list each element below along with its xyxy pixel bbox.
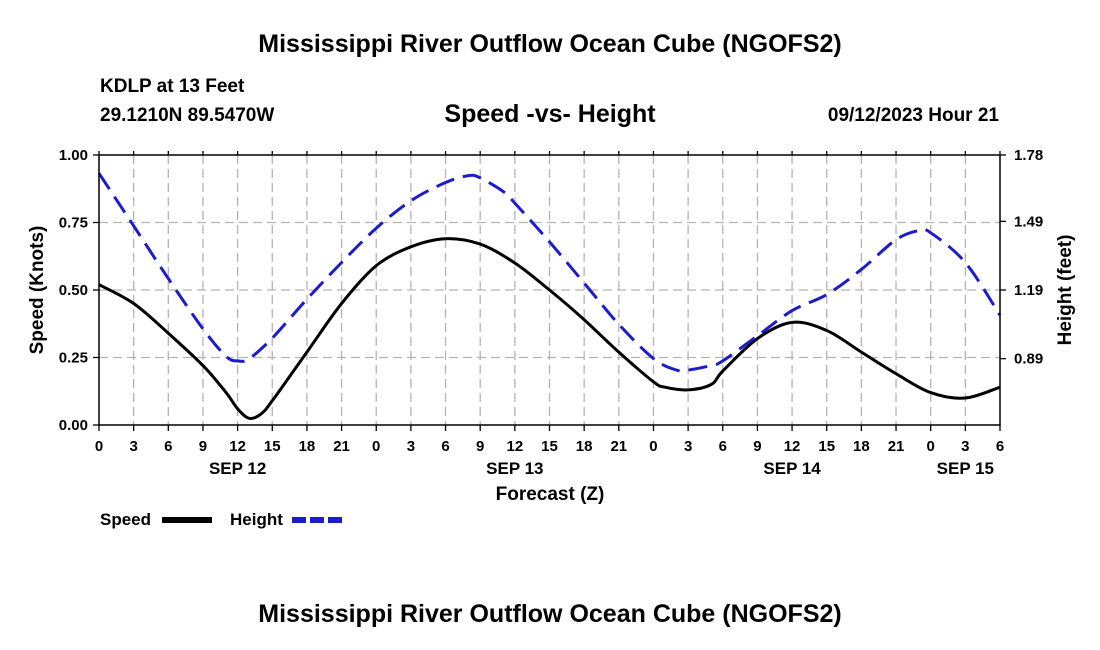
legend-label-speed: Speed [100,510,151,529]
x-tick-label: 12 [784,438,801,455]
x-tick-label: 9 [753,438,761,455]
x-tick-label: 15 [541,438,558,455]
x-tick-label: 0 [95,438,103,455]
y-tick-label: 0.50 [59,282,88,299]
x-tick-label: 12 [507,438,524,455]
x-tick-label: 15 [818,438,835,455]
grid-lines [99,155,1000,425]
x-tick-label: 3 [129,438,137,455]
x-date-label: SEP 12 [209,459,266,478]
y2-axis-title: Height (feet) [1055,235,1076,346]
x-tick-label: 21 [333,438,350,455]
y2-tick-label: 1.19 [1014,282,1043,299]
y-tick-label: 1.00 [59,147,88,164]
x-tick-label: 6 [164,438,172,455]
y-tick-label: 0.25 [59,350,88,367]
series-line-speed [98,237,1001,420]
station-coordinates: 29.1210N 89.5470W [100,105,275,126]
x-tick-label: 0 [927,438,935,455]
legend: Speed Height [100,510,342,529]
x-tick-label: 6 [719,438,727,455]
x-tick-label: 3 [684,438,692,455]
x-tick-label: 12 [229,438,246,455]
x-tick-label: 21 [610,438,627,455]
chart-footer-title: Mississippi River Outflow Ocean Cube (NG… [258,600,842,628]
x-date-label: SEP 15 [937,459,994,478]
chart-main-title: Mississippi River Outflow Ocean Cube (NG… [258,30,842,58]
x-tick-label: 21 [888,438,905,455]
chart-subtitle: Speed -vs- Height [444,100,656,128]
x-tick-label: 6 [996,438,1004,455]
axis-ticks [93,151,1006,431]
x-tick-label: 18 [299,438,316,455]
y2-tick-label: 1.78 [1014,147,1043,164]
legend-label-height: Height [230,510,283,529]
y2-tick-label: 1.49 [1014,213,1043,230]
x-tick-label: 9 [476,438,484,455]
x-tick-label: 15 [264,438,281,455]
y-tick-label: 0.75 [59,215,88,232]
x-tick-label: 0 [649,438,657,455]
x-axis-title: Forecast (Z) [496,484,605,505]
x-tick-label: 6 [441,438,449,455]
x-tick-label: 3 [407,438,415,455]
y2-tick-label: 0.89 [1014,351,1043,368]
x-tick-label: 0 [372,438,380,455]
x-tick-label: 18 [853,438,870,455]
y-axis-title: Speed (Knots) [27,226,48,355]
x-tick-label: 9 [199,438,207,455]
series-lines [97,172,1002,420]
x-date-label: SEP 13 [486,459,543,478]
x-tick-label: 18 [576,438,593,455]
station-name: KDLP at 13 Feet [100,76,245,97]
forecast-run-time: 09/12/2023 Hour 21 [827,105,999,126]
x-tick-label: 3 [961,438,969,455]
series-line-height [97,172,1002,373]
x-date-label: SEP 14 [763,459,821,478]
y-tick-label: 0.00 [59,417,88,434]
axis-labels: 0 3 6 9 12 15 18 21 0 3 6 9 12 15 18 21 0 3 6 9 12 15 18 21 0 3 6S… [59,147,1043,478]
